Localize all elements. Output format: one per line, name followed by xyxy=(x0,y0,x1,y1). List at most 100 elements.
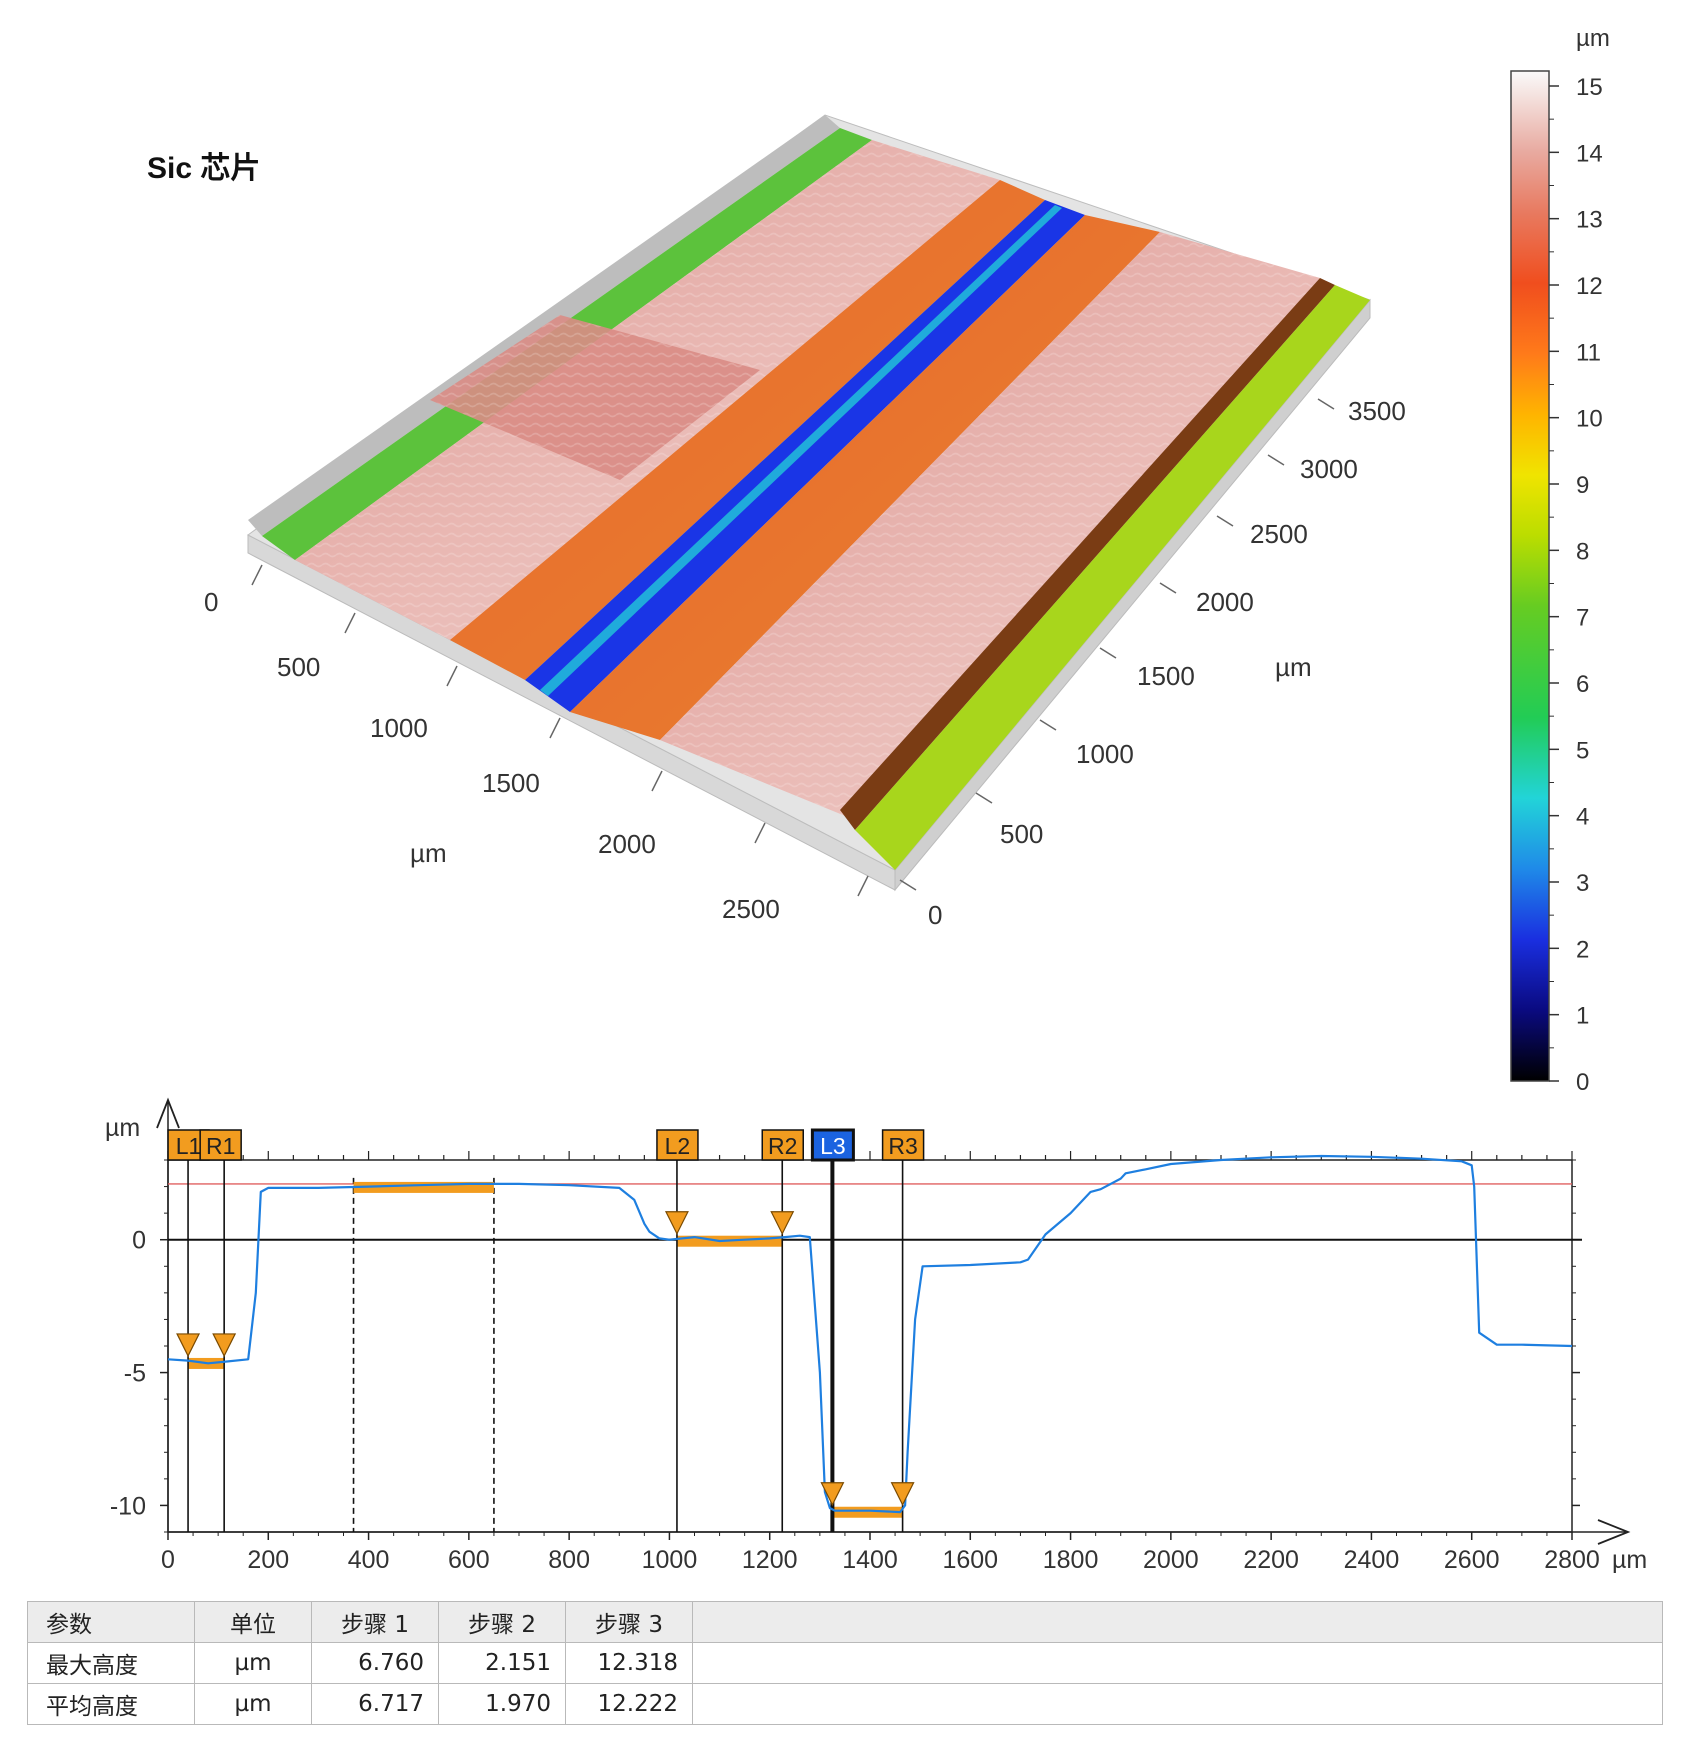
colorbar-tick-label: 1 xyxy=(1576,1003,1589,1030)
x3d-tick-1500: 1500 xyxy=(482,768,540,798)
header-param: 参数 xyxy=(27,1601,195,1643)
table-header-row: 参数 单位 步骤 1 步骤 2 步骤 3 xyxy=(27,1601,1663,1643)
x-tick-label: 400 xyxy=(348,1546,390,1574)
colorbar-tick-label: 0 xyxy=(1576,1069,1589,1096)
x-tick-label: 0 xyxy=(161,1546,175,1574)
marker-label-l2: L2 xyxy=(665,1133,691,1159)
colorbar-tick-label: 12 xyxy=(1576,273,1603,300)
row-value: 1.970 xyxy=(438,1683,566,1725)
y3d-unit: µm xyxy=(1275,652,1312,682)
colorbar-tick-label: 8 xyxy=(1576,538,1589,565)
x-tick-label: 800 xyxy=(548,1546,590,1574)
marker-label-l1: L1 xyxy=(176,1133,202,1159)
marker-label-r2: R2 xyxy=(768,1133,797,1159)
marker-label-l3: L3 xyxy=(820,1133,846,1159)
marker-label-r3: R3 xyxy=(888,1133,917,1159)
marker-label-r1: R1 xyxy=(206,1133,235,1159)
x-tick-label: 1600 xyxy=(942,1546,998,1574)
plot-frame xyxy=(167,1159,1573,1533)
table-row: 平均高度 µm 6.717 1.970 12.222 xyxy=(27,1683,1663,1725)
parameters-table: 参数 单位 步骤 1 步骤 2 步骤 3 最大高度 µm 6.760 2.151… xyxy=(27,1601,1663,1725)
x-tick-label: 1000 xyxy=(642,1546,698,1574)
x-tick-label: 2800 xyxy=(1544,1546,1600,1574)
row-value: 12.318 xyxy=(565,1642,693,1684)
header-unit: 单位 xyxy=(194,1601,312,1643)
x-tick-label: 2200 xyxy=(1243,1546,1299,1574)
row-value: 2.151 xyxy=(438,1642,566,1684)
colorbar-tick-label: 9 xyxy=(1576,472,1589,499)
row-value: 6.717 xyxy=(311,1683,439,1725)
colorbar-tick-label: 5 xyxy=(1576,737,1589,764)
main-canvas: Sic 芯片 xyxy=(105,25,1647,1574)
y3d-tick-2500: 2500 xyxy=(1250,519,1308,549)
x3d-tick-2500: 2500 xyxy=(722,894,780,924)
colorbar-tick-label: 2 xyxy=(1576,936,1589,963)
colorbar-unit: µm xyxy=(1576,25,1610,52)
x-axis-label: µm xyxy=(1612,1546,1647,1574)
y3d-tick-1000: 1000 xyxy=(1076,739,1134,769)
marker-box-l2 xyxy=(656,1129,699,1161)
orange-band-left xyxy=(450,180,1045,680)
marker-triangle xyxy=(890,1482,915,1507)
y-tick-label: -10 xyxy=(110,1492,146,1520)
row-unit: µm xyxy=(194,1642,312,1684)
marker-triangle xyxy=(176,1333,201,1358)
x3d-tick-2000: 2000 xyxy=(598,829,656,859)
x3d-unit: µm xyxy=(410,838,447,868)
x-tick-label: 200 xyxy=(247,1546,289,1574)
x3d-tick-1000: 1000 xyxy=(370,713,428,743)
y3d-tick-1500: 1500 xyxy=(1137,661,1195,691)
x-tick-label: 1400 xyxy=(842,1546,898,1574)
x-tick-label: 1800 xyxy=(1043,1546,1099,1574)
surface-3d-view: 0 500 1000 1500 2000 2500 µm 0 500 1000 … xyxy=(204,114,1406,930)
step-band xyxy=(832,1506,903,1518)
header-step3: 步骤 3 xyxy=(565,1601,693,1643)
y-tick-label: 0 xyxy=(132,1227,146,1255)
marker-box-l3 xyxy=(810,1128,855,1162)
y-axis-ticks-3d xyxy=(899,398,1335,891)
x-tick-label: 600 xyxy=(448,1546,490,1574)
green-strip-right xyxy=(855,285,1370,870)
marker-triangle xyxy=(770,1211,795,1236)
marker-box-r1 xyxy=(199,1129,242,1161)
orange-band-right xyxy=(570,215,1160,740)
y3d-tick-3500: 3500 xyxy=(1348,396,1406,426)
x-tick-label: 1200 xyxy=(742,1546,798,1574)
x-tick-label: 2000 xyxy=(1143,1546,1199,1574)
row-value: 12.222 xyxy=(565,1683,693,1725)
colorbar-tick-label: 11 xyxy=(1576,339,1601,366)
header-step1: 步骤 1 xyxy=(311,1601,439,1643)
colorbar-tick-label: 6 xyxy=(1576,671,1589,698)
colorbar-tick-label: 7 xyxy=(1576,605,1589,632)
x-tick-label: 2400 xyxy=(1344,1546,1400,1574)
reference-region-band xyxy=(353,1181,494,1193)
x-tick-label: 2600 xyxy=(1444,1546,1500,1574)
step-edge-right xyxy=(840,278,1335,830)
x-axis-ticks-3d xyxy=(251,564,869,897)
y3d-tick-2000: 2000 xyxy=(1196,587,1254,617)
y3d-tick-500: 500 xyxy=(1000,819,1043,849)
colorbar-tick-label: 3 xyxy=(1576,870,1589,897)
colorbar-tick-label: 14 xyxy=(1576,140,1603,167)
marker-triangle xyxy=(664,1211,689,1236)
profile-chart: 0 200 400 600 800 1000 1200 1400 1600 1800 2000 220… xyxy=(105,1097,1647,1574)
x3d-tick-500: 500 xyxy=(277,652,320,682)
y-tick-label: -5 xyxy=(124,1360,146,1388)
y-axis-label: µm xyxy=(105,1114,140,1142)
colorbar-tick-label: 13 xyxy=(1576,207,1603,234)
colorbar-tick-label: 10 xyxy=(1576,406,1603,433)
colorbar-gradient xyxy=(1510,70,1550,1082)
y3d-tick-3000: 3000 xyxy=(1300,454,1358,484)
row-unit: µm xyxy=(194,1683,312,1725)
row-label: 最大高度 xyxy=(27,1642,195,1684)
row-label: 平均高度 xyxy=(27,1683,195,1725)
table-row: 最大高度 µm 6.760 2.151 12.318 xyxy=(27,1642,1663,1684)
x3d-tick-0: 0 xyxy=(204,587,218,617)
marker-box-r3 xyxy=(881,1129,925,1161)
x-axis-arrow xyxy=(1597,1519,1631,1545)
y-axis-arrow xyxy=(156,1097,180,1129)
marker-box-r2 xyxy=(761,1129,804,1161)
marker-triangle xyxy=(820,1482,845,1507)
